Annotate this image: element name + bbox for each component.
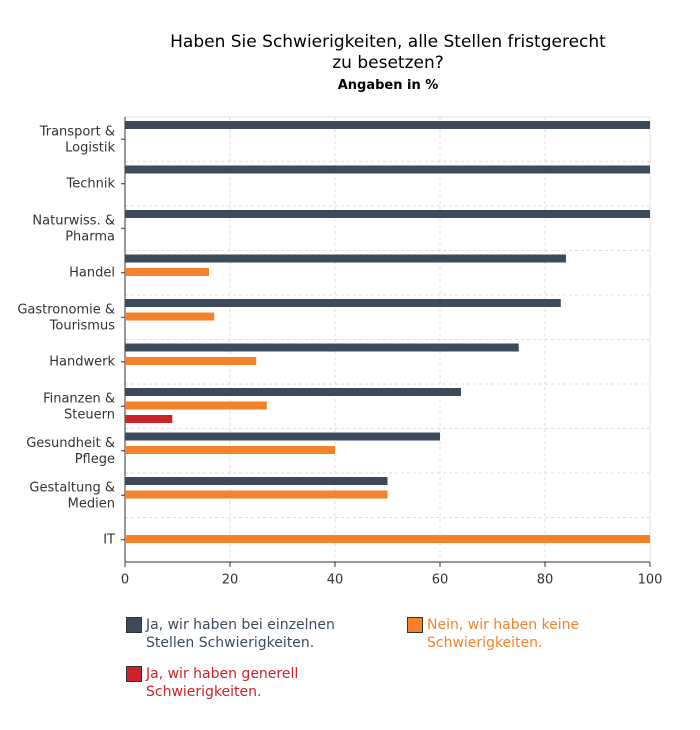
y-tick-label-line: Logistik xyxy=(65,140,115,155)
x-tick-label: 60 xyxy=(432,573,449,588)
legend-item: Ja, wir haben generell Schwierigkeiten. xyxy=(126,665,336,701)
x-tick-label: 80 xyxy=(537,573,554,588)
y-tick-label: Gastronomie & Tourismus xyxy=(17,302,115,333)
y-tick-label: Technik xyxy=(66,176,116,191)
y-tick-label: Naturwiss. & Pharma xyxy=(32,213,115,244)
chart-title: Haben Sie Schwierigkeiten, alle Stellen … xyxy=(170,32,606,73)
legend-swatch xyxy=(126,617,142,633)
bar xyxy=(125,432,440,441)
y-tick-label-line: Tourismus xyxy=(49,318,116,333)
chart-subtitle: Angaben in % xyxy=(337,78,439,93)
y-tick-label-line: Gastronomie & xyxy=(17,302,115,317)
bar xyxy=(125,254,566,263)
bar xyxy=(125,165,650,174)
y-tick-label-line: Finanzen & xyxy=(43,391,115,406)
bar xyxy=(125,210,650,218)
bar xyxy=(125,477,388,485)
y-tick-label: Handwerk xyxy=(49,354,115,369)
legend-item: Ja, wir haben bei einzelnen Stellen Schw… xyxy=(126,616,336,652)
legend-item: Nein, wir haben keine Schwierigkeiten. xyxy=(407,616,617,652)
y-tick-label-line: Naturwiss. & xyxy=(32,213,115,228)
bar xyxy=(125,268,209,276)
legend-swatch xyxy=(407,617,423,633)
y-tick-label: Finanzen & Steuern xyxy=(43,391,115,422)
legend-label: Nein, wir haben keine Schwierigkeiten. xyxy=(427,617,580,651)
y-tick-label-line: Gestaltung & xyxy=(29,480,115,495)
bar xyxy=(125,388,461,396)
legend-label: Ja, wir haben generell Schwierigkeiten. xyxy=(146,666,299,700)
y-tick-label-line: Transport & xyxy=(39,124,115,139)
y-tick-label: Gesundheit & Pflege xyxy=(26,435,115,466)
bar xyxy=(125,446,335,454)
y-tick-label: IT xyxy=(103,532,115,547)
y-tick-label-line: Gesundheit & xyxy=(26,435,115,450)
legend-swatch xyxy=(126,666,142,682)
y-tick-label-line: Medien xyxy=(68,496,115,511)
x-tick-label: 100 xyxy=(638,573,663,588)
y-tick-label-line: Steuern xyxy=(64,407,115,422)
y-tick-label: Transport & Logistik xyxy=(39,124,116,155)
legend-label: Ja, wir haben bei einzelnen Stellen Schw… xyxy=(146,617,335,651)
y-tick-label: Gestaltung & Medien xyxy=(29,480,115,511)
bar xyxy=(125,312,215,321)
bar xyxy=(125,121,650,129)
bar xyxy=(125,401,267,410)
bar xyxy=(125,535,650,543)
x-tick-label: 0 xyxy=(121,573,129,588)
y-tick-label: Handel xyxy=(69,265,115,280)
bar xyxy=(125,357,257,365)
bar xyxy=(125,490,388,499)
bar xyxy=(125,299,561,307)
x-tick-label: 20 xyxy=(222,573,239,588)
bar xyxy=(125,415,173,423)
x-tick-label: 40 xyxy=(327,573,344,588)
y-tick-label-line: Pharma xyxy=(65,229,115,244)
y-tick-label-line: Pflege xyxy=(75,451,115,466)
bar xyxy=(125,343,519,352)
